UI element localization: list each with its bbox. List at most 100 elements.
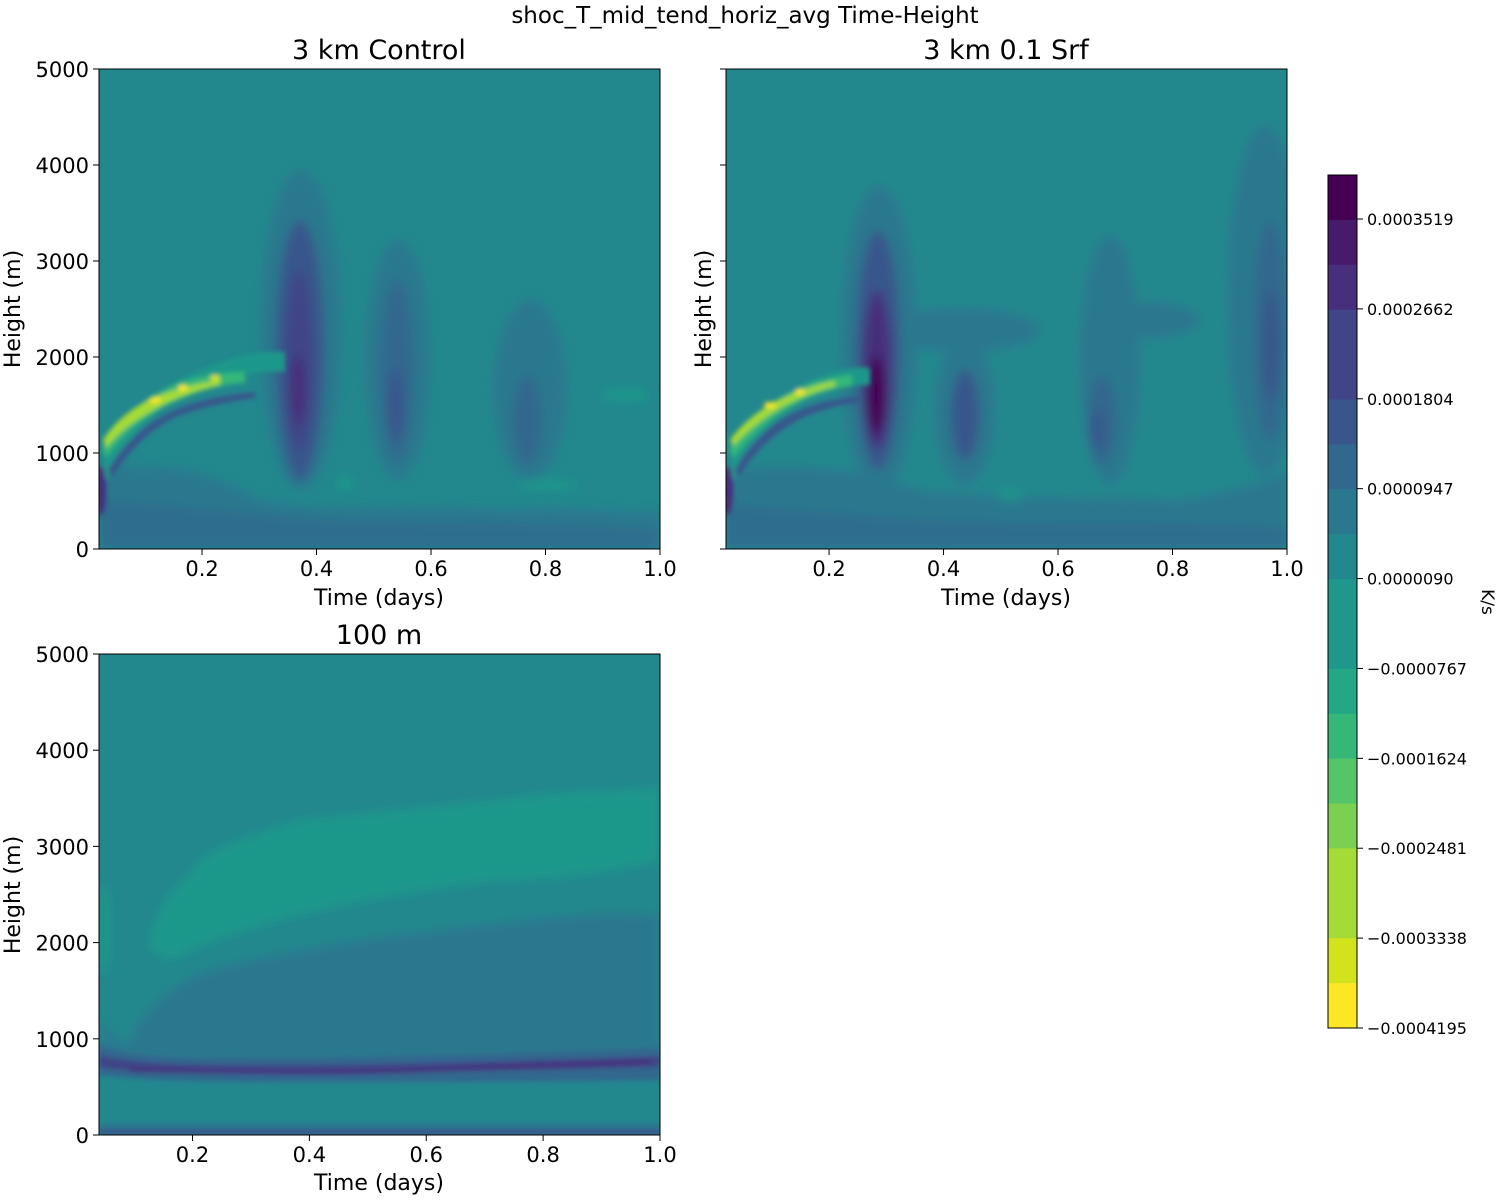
colorbar-tick-label: −0.0003338 [1367, 929, 1467, 948]
contour-mid-layer [130, 913, 660, 1060]
y-tick-label: 0 [76, 1124, 89, 1148]
contour-rising-band-core [103, 380, 220, 448]
contour-field [726, 69, 1287, 549]
contour-column-3-inner [513, 375, 541, 465]
colorbar-band [1328, 399, 1357, 445]
y-tick-label: 2000 [36, 346, 89, 370]
colorbar-band [1328, 803, 1357, 849]
x-tick-label: 0.4 [300, 557, 333, 581]
figure-title: shoc_T_mid_tend_horiz_avg Time-Height [511, 3, 978, 29]
colorbar-tick-label: 0.0001804 [1367, 390, 1454, 409]
contour-patch [337, 476, 353, 490]
colorbar-band [1328, 938, 1357, 984]
colorbar-tick-label: −0.0002481 [1367, 839, 1467, 858]
colorbar-band [1328, 309, 1357, 356]
contour-mid-layer [880, 308, 1040, 352]
contour-patch [518, 480, 578, 490]
x-axis-label: Time (days) [313, 586, 444, 611]
colorbar-band [1328, 848, 1357, 894]
x-tick-label: 0.6 [414, 557, 447, 581]
colorbar-tick-label: −0.0004195 [1367, 1019, 1467, 1038]
colorbar-band [1328, 264, 1357, 311]
colorbar-frame [1327, 174, 1358, 1029]
x-tick-label: 0.4 [293, 1143, 326, 1167]
x-tick-label: 1.0 [643, 1143, 676, 1167]
contour-thin-layer-core [130, 1060, 650, 1075]
panel-3km-0.1-srf: 3 km 0.1 Srf [692, 35, 1304, 611]
colorbar-band [1328, 623, 1357, 670]
colorbar-band [1328, 893, 1357, 939]
colorbar-tick-label: 0.0000090 [1367, 570, 1454, 589]
x-axis-label: Time (days) [940, 586, 1071, 611]
contour-field [99, 654, 660, 1135]
contour-upper-layer [150, 788, 660, 960]
y-tick-label: 5000 [36, 58, 89, 82]
x-tick-label: 0.2 [176, 1143, 209, 1167]
axis-ticks: 0.2 0.4 0.6 0.8 1.0 0 1000 2000 3000 4000 5000 [36, 643, 677, 1167]
contour-column-1-core [867, 355, 885, 435]
panel-100m: 100 m Time (days) Height [1, 620, 677, 1196]
axes-frame [725, 68, 1288, 550]
contour-surface-dark [99, 465, 106, 515]
colorbar-tick-label: 0.0002662 [1367, 300, 1454, 319]
contour-patch [600, 389, 650, 401]
contour-band-spot [149, 397, 161, 403]
colorbar-band [1328, 534, 1357, 580]
contour-band-underside [108, 392, 255, 478]
y-axis-label: Height (m) [1, 250, 26, 368]
colorbar-band [1328, 668, 1357, 715]
colorbar-band [1328, 175, 1357, 221]
x-axis-label: Time (days) [313, 1171, 444, 1196]
y-tick-label: 3000 [36, 250, 89, 274]
colorbar-ticks: 0.0003519 0.0002662 0.0001804 0.0000947 0.00… [1357, 210, 1467, 1038]
x-tick-label: 0.6 [410, 1143, 443, 1167]
contour-column-4-core [1263, 290, 1279, 400]
axes-frame [98, 653, 661, 1136]
colorbar-label: K/s [1477, 589, 1497, 615]
y-tick-label: 4000 [36, 154, 89, 178]
panel-title: 3 km Control [292, 35, 466, 66]
colorbar-tick-label: 0.0000947 [1367, 480, 1454, 499]
colorbar-band [1328, 579, 1357, 625]
contour-rising-band-core [730, 381, 835, 446]
colorbar-bands [1328, 175, 1357, 1029]
x-tick-label: 0.8 [526, 1143, 559, 1167]
x-tick-label: 1.0 [1270, 557, 1303, 581]
colorbar-band [1328, 758, 1357, 805]
y-tick-label: 5000 [36, 643, 89, 667]
colorbar-band [1328, 713, 1357, 760]
contour-band-underside [735, 396, 860, 478]
axis-ticks: 0.2 0.4 0.6 0.8 1.0 0 1000 2000 3000 4000 5000 [36, 58, 677, 581]
colorbar-tick-label: −0.0001624 [1367, 749, 1467, 768]
colorbar-band [1328, 489, 1357, 535]
panel-3km-control: 3 km Control [1, 35, 677, 611]
y-axis-label: Height (m) [692, 250, 717, 368]
colorbar-tick-label: −0.0000767 [1367, 659, 1467, 678]
contour-band-spot [795, 389, 805, 395]
contour-band-spot [764, 402, 776, 408]
y-tick-label: 2000 [36, 932, 89, 956]
y-tick-label: 0 [76, 538, 89, 562]
x-tick-label: 1.0 [643, 557, 676, 581]
contour-band-spot [178, 385, 188, 391]
x-tick-label: 0.6 [1041, 557, 1074, 581]
contour-column-1-core [290, 355, 306, 425]
contour-patch [998, 490, 1022, 500]
y-tick-label: 4000 [36, 739, 89, 763]
contour-left-edge [99, 885, 110, 975]
contour-lower-band [726, 505, 1287, 549]
contour-rising-band-mid [729, 375, 852, 458]
contour-band-spot [210, 375, 220, 381]
x-tick-label: 0.8 [1156, 557, 1189, 581]
panel-title: 3 km 0.1 Srf [923, 35, 1090, 66]
contour-thin-layer-inner [99, 1055, 660, 1074]
x-tick-label: 0.4 [927, 557, 960, 581]
contour-lower-band [99, 500, 660, 549]
y-tick-label: 1000 [36, 1028, 89, 1052]
y-tick-label: 1000 [36, 442, 89, 466]
colorbar-band [1328, 444, 1357, 490]
colorbar-band [1328, 219, 1357, 266]
x-tick-label: 0.2 [812, 557, 845, 581]
x-tick-label: 0.2 [185, 557, 218, 581]
